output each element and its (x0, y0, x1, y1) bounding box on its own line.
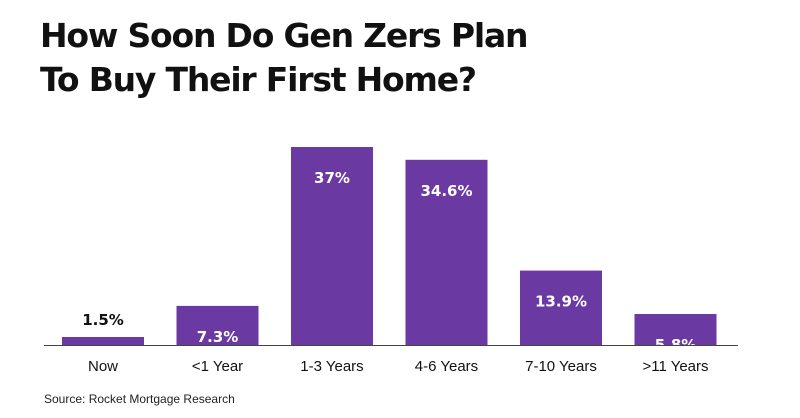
data-label-1: 1.5% (82, 311, 124, 329)
category-label-1: Now (88, 358, 118, 375)
data-label-3: 37% (314, 169, 350, 187)
category-label-4: 4-6 Years (415, 358, 478, 375)
category-label-3: 1-3 Years (300, 358, 363, 375)
category-label-6: >11 Years (642, 358, 708, 375)
chart-title-line-1: How Soon Do Gen Zers Plan (40, 16, 529, 55)
data-label-5: 13.9% (535, 293, 587, 311)
bar-1 (62, 337, 144, 345)
bar-2 (176, 305, 259, 345)
data-label-2: 7.3% (197, 328, 239, 346)
source-note: Source: Rocket Mortgage Research (44, 392, 235, 406)
data-label-6: 5.8% (655, 336, 697, 354)
bar-5 (520, 270, 602, 345)
chart-title: How Soon Do Gen Zers Plan To Buy Their F… (40, 14, 529, 102)
bar-4 (405, 159, 488, 345)
category-label-2: <1 Year (192, 358, 243, 375)
bar-3 (291, 147, 373, 345)
chart-title-line-2: To Buy Their First Home? (40, 60, 477, 99)
data-label-4: 34.6% (420, 182, 472, 200)
category-label-5: 7-10 Years (525, 358, 597, 375)
bar-6 (634, 314, 717, 345)
